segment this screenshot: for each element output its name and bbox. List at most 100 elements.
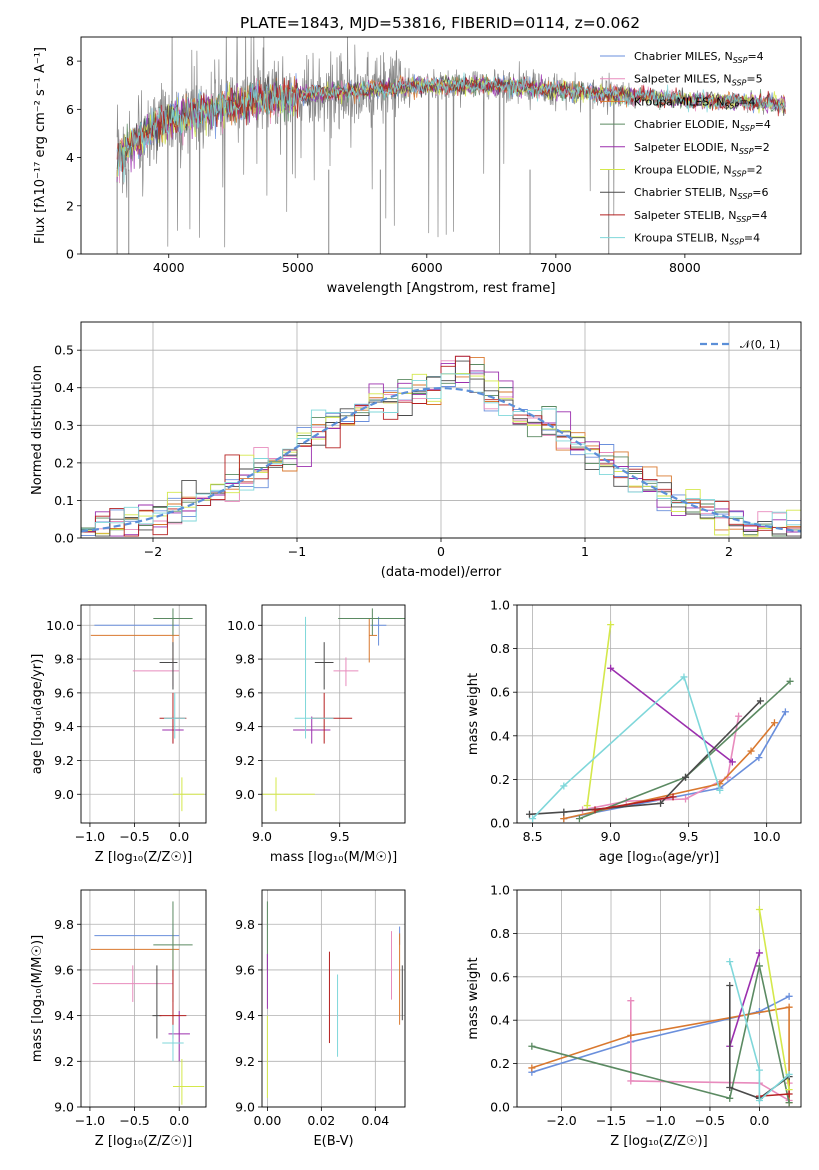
weight-point (682, 795, 690, 803)
x-tick-label: 0.0 (749, 1113, 769, 1128)
weight-line-5 (729, 952, 761, 1047)
y-tick-label: 9.6 (54, 962, 74, 977)
y-axis-label: mass weight (466, 957, 481, 1039)
plot-area (90, 608, 205, 812)
weight-line-9 (532, 675, 721, 820)
x-tick-label: −0.5 (119, 829, 149, 844)
spectrum-panel: 4000 5000 6000 7000 8000 0 2 4 6 8 wavelength [Ang… (33, 36, 802, 296)
axes-frame (80, 36, 802, 255)
x-tick-label: −1.0 (75, 1113, 105, 1128)
weight-point (785, 1099, 793, 1107)
x-tick-label: 5000 (282, 260, 314, 275)
weight-point (755, 754, 763, 762)
y-tick-label: 9.6 (235, 962, 255, 977)
weight-point (755, 1096, 763, 1104)
y-tick-label: 0.0 (490, 816, 510, 831)
y-tick-label: 0.4 (490, 728, 510, 743)
axes-frame (80, 321, 802, 539)
x-axis-label: Z [log₁₀(Z/Z☉)] (610, 1134, 707, 1149)
x-tick-label: 1 (581, 544, 589, 559)
x-tick-label: −2.0 (546, 1113, 576, 1128)
y-tick-label: 0 (66, 247, 74, 262)
mass-weight-vs-metallicity-panel: −2.0 −1.5 −1.0 −0.5 0.0 0.0 0.2 0.4 0.6 0.8 1.0 Z [… (466, 883, 802, 1149)
legend-entry: Salpeter ELODIE, NSSP=2 (634, 141, 770, 156)
x-axis-label: Z [log₁₀(Z/Z☉)] (95, 1134, 192, 1149)
weight-point (728, 758, 736, 766)
residuals-panel: −2 −1 0 1 2 0.0 0.1 0.2 0.3 0.4 0.5 (data-model)/er… (30, 321, 802, 580)
y-tick-label: 0.0 (54, 531, 74, 546)
x-tick-label: −2 (144, 544, 162, 559)
weight-line-6 (586, 624, 612, 806)
plot-area (262, 608, 405, 812)
y-tick-label: 10.0 (46, 618, 74, 633)
weight-point (583, 802, 591, 810)
x-axis-label: Z [log₁₀(Z/Z☉)] (95, 850, 192, 865)
y-tick-label: 9.8 (235, 652, 255, 667)
weight-point (786, 677, 794, 685)
weight-point (726, 981, 734, 989)
x-tick-label: 4000 (153, 260, 185, 275)
legend-label-sub: SSP (732, 170, 747, 179)
weight-point (627, 997, 635, 1005)
legend-label-tail: =4 (755, 118, 771, 131)
y-tick-label: 8 (66, 54, 74, 69)
weight-point (627, 1031, 635, 1039)
y-tick-label: 9.4 (235, 1008, 255, 1023)
weight-point (785, 1090, 793, 1098)
x-tick-label: 0.0 (169, 829, 189, 844)
legend-label-tail: =4 (751, 209, 767, 222)
legend-label-tail: =6 (752, 186, 768, 199)
weight-point (657, 799, 665, 807)
y-tick-label: 2 (66, 198, 74, 213)
y-tick-label: 9.0 (235, 787, 255, 802)
axes-frame (516, 604, 802, 824)
legend-label-tail: =4 (747, 50, 763, 63)
weight-line-2 (582, 716, 740, 811)
y-tick-label: 9.4 (54, 1008, 74, 1023)
normal-reference-curve (81, 386, 801, 533)
x-tick-label: 10.0 (753, 829, 781, 844)
y-axis-label: Normed distribution (30, 365, 45, 495)
axes-frame (80, 889, 207, 1108)
plot-area (81, 355, 801, 537)
y-tick-label: 4 (66, 150, 74, 165)
plot-area (525, 621, 794, 823)
y-tick-label: 0.3 (54, 418, 74, 433)
weight-point (607, 621, 615, 629)
axes-frame (261, 604, 406, 824)
weight-line-1 (563, 711, 787, 820)
legend-label-main: Salpeter MILES, N (634, 73, 732, 86)
legend-entry: Kroupa ELODIE, NSSP=2 (634, 164, 763, 179)
y-tick-label: 0.5 (54, 343, 74, 358)
x-tick-label: 8.5 (523, 829, 543, 844)
weight-point (560, 815, 568, 823)
y-tick-label: 9.8 (235, 917, 255, 932)
x-axis-label: age [log₁₀(age/yr)] (599, 850, 720, 865)
y-tick-label: 9.8 (54, 917, 74, 932)
age-vs-metallicity-panel: −1.0 −0.5 0.0 9.0 9.2 9.4 9.6 9.8 10.0 Z [log₁₀(Z… (30, 604, 207, 865)
weight-line-9 (729, 961, 790, 1103)
weight-point (770, 719, 778, 727)
y-tick-label: 1.0 (490, 598, 510, 613)
weight-line-4 (531, 965, 790, 1103)
legend-label-main: Kroupa ELODIE, N (634, 164, 732, 177)
weight-point (560, 782, 568, 790)
y-tick-label: 9.6 (235, 685, 255, 700)
legend-label-sub: SSP (738, 192, 753, 201)
y-tick-label: 9.2 (235, 753, 255, 768)
legend-label-sub: SSP (740, 124, 755, 133)
legend-label-main: Kroupa STELIB, N (634, 232, 729, 245)
axes-frame (80, 604, 207, 824)
y-tick-label: 9.0 (235, 1100, 255, 1115)
y-tick-label: 6 (66, 102, 74, 117)
legend-label-main: Salpeter ELODIE, N (634, 141, 739, 154)
weight-point (785, 1070, 793, 1078)
weight-line-3 (563, 722, 776, 820)
y-axis-label: age [log₁₀(age/yr)] (30, 654, 45, 775)
legend-entry: Chabrier STELIB, NSSP=6 (634, 186, 768, 201)
y-tick-label: 9.0 (54, 1100, 74, 1115)
x-axis-label: mass [log₁₀(M/M☉)] (270, 850, 397, 865)
weight-point (682, 773, 690, 781)
plot-area (116, 37, 786, 254)
x-tick-label: 0.02 (307, 1113, 335, 1128)
